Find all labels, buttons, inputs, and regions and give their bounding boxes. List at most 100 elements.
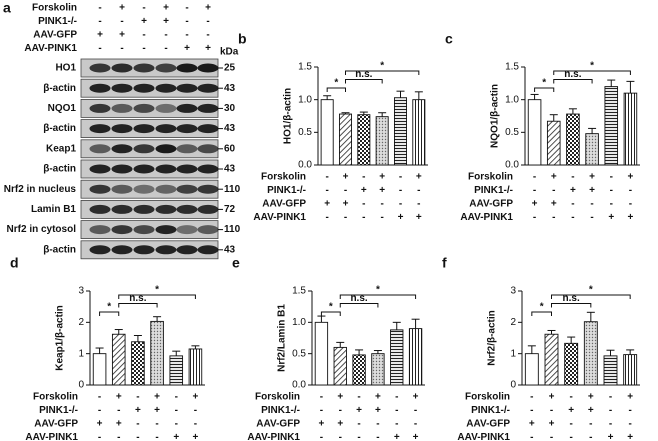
y-axis-label: NQO1/β-actin — [490, 84, 501, 148]
blot-band — [155, 164, 177, 174]
condition-mark: - — [530, 405, 533, 416]
blot-band — [133, 164, 155, 174]
blot-band — [89, 204, 111, 214]
condition-mark: - — [344, 185, 347, 196]
condition-mark: - — [98, 43, 101, 54]
blot-band — [155, 184, 177, 194]
blot-band — [197, 103, 219, 113]
blot-band — [111, 204, 133, 214]
blot-row-label: Keap1 — [46, 143, 76, 154]
condition-mark: + — [119, 3, 125, 14]
condition-mark: - — [629, 199, 632, 210]
condition-mark: + — [379, 172, 385, 183]
condition-mark: - — [357, 419, 360, 430]
blot-band — [176, 184, 198, 194]
panel-label: d — [10, 255, 19, 271]
condition-mark: + — [324, 199, 330, 210]
y-tick-label: 3 — [78, 286, 84, 297]
blot-band — [89, 124, 111, 134]
y-tick-label: 1.5 — [292, 286, 306, 297]
condition-mark: - — [362, 199, 365, 210]
condition-mark: - — [175, 392, 178, 403]
condition-label: AAV-GFP — [34, 419, 78, 430]
blot-band — [197, 144, 219, 154]
condition-mark: + — [205, 3, 211, 14]
blot-band — [89, 245, 111, 255]
condition-mark: + — [163, 3, 169, 14]
condition-mark: - — [320, 432, 323, 441]
condition-mark: - — [550, 405, 553, 416]
condition-mark: + — [343, 199, 349, 210]
y-tick-label: 0 — [510, 380, 516, 391]
condition-mark: + — [154, 405, 160, 416]
kda-label: 25 — [224, 63, 236, 74]
condition-mark: - — [376, 432, 379, 441]
significance-label: n.s. — [350, 293, 367, 304]
condition-label: AAV-GFP — [466, 419, 510, 430]
condition-mark: - — [339, 432, 342, 441]
panel-label: a — [3, 0, 11, 16]
condition-mark: + — [375, 392, 381, 403]
significance-label: * — [542, 78, 546, 89]
bar — [131, 341, 145, 386]
condition-mark: - — [194, 419, 197, 430]
y-tick-label: 0.0 — [505, 160, 519, 171]
condition-mark: - — [325, 185, 328, 196]
condition-mark: + — [589, 185, 595, 196]
bar — [408, 328, 423, 386]
condition-mark: - — [530, 432, 533, 441]
bar — [352, 354, 366, 386]
bar — [92, 353, 107, 386]
bar — [524, 353, 539, 386]
blot-band — [155, 204, 177, 214]
condition-label: AAV-GFP — [262, 199, 306, 210]
condition-label: AAV-GFP — [256, 419, 300, 430]
condition-mark: - — [117, 432, 120, 441]
bar — [623, 92, 638, 166]
condition-mark: + — [413, 392, 419, 403]
kda-label: 30 — [224, 103, 236, 114]
blot-band — [197, 184, 219, 194]
condition-mark: - — [628, 419, 631, 430]
blot-row-label: Lamin B1 — [31, 204, 76, 215]
bar — [339, 113, 353, 166]
condition-mark: - — [395, 419, 398, 430]
bar — [320, 99, 334, 166]
condition-mark: - — [175, 419, 178, 430]
condition-mark: - — [175, 405, 178, 416]
condition-mark: - — [550, 432, 553, 441]
condition-mark: - — [533, 212, 536, 223]
y-tick-label: 3 — [510, 286, 516, 297]
y-tick-label: 0 — [78, 380, 84, 391]
significance-label: * — [589, 285, 593, 296]
kda-label: 43 — [224, 244, 236, 255]
blot-band — [133, 63, 155, 73]
blot-row-label: β-actin — [43, 123, 76, 134]
bar — [314, 321, 329, 386]
blot-band — [155, 225, 177, 235]
condition-label: PINK1-/- — [39, 405, 78, 416]
condition-mark: - — [610, 199, 613, 210]
kda-label: 72 — [224, 204, 236, 215]
condition-mark: - — [98, 3, 101, 14]
bar — [111, 333, 126, 386]
y-tick-label: 1.5 — [505, 62, 519, 73]
blot-band — [155, 144, 177, 154]
blot-band — [176, 83, 198, 93]
condition-mark: + — [343, 172, 349, 183]
blot-band — [111, 83, 133, 93]
condition-mark: - — [395, 405, 398, 416]
condition-mark: - — [629, 185, 632, 196]
condition-mark: - — [136, 392, 139, 403]
kda-unit: kDa — [220, 47, 239, 58]
blot-band — [111, 225, 133, 235]
condition-mark: + — [337, 392, 343, 403]
condition-mark: - — [142, 3, 145, 14]
blot-band — [89, 83, 111, 93]
significance-label: * — [329, 302, 333, 313]
significance-label: n.s. — [564, 69, 581, 80]
blot-band — [155, 245, 177, 255]
significance-label: * — [590, 61, 594, 72]
condition-mark: - — [376, 419, 379, 430]
